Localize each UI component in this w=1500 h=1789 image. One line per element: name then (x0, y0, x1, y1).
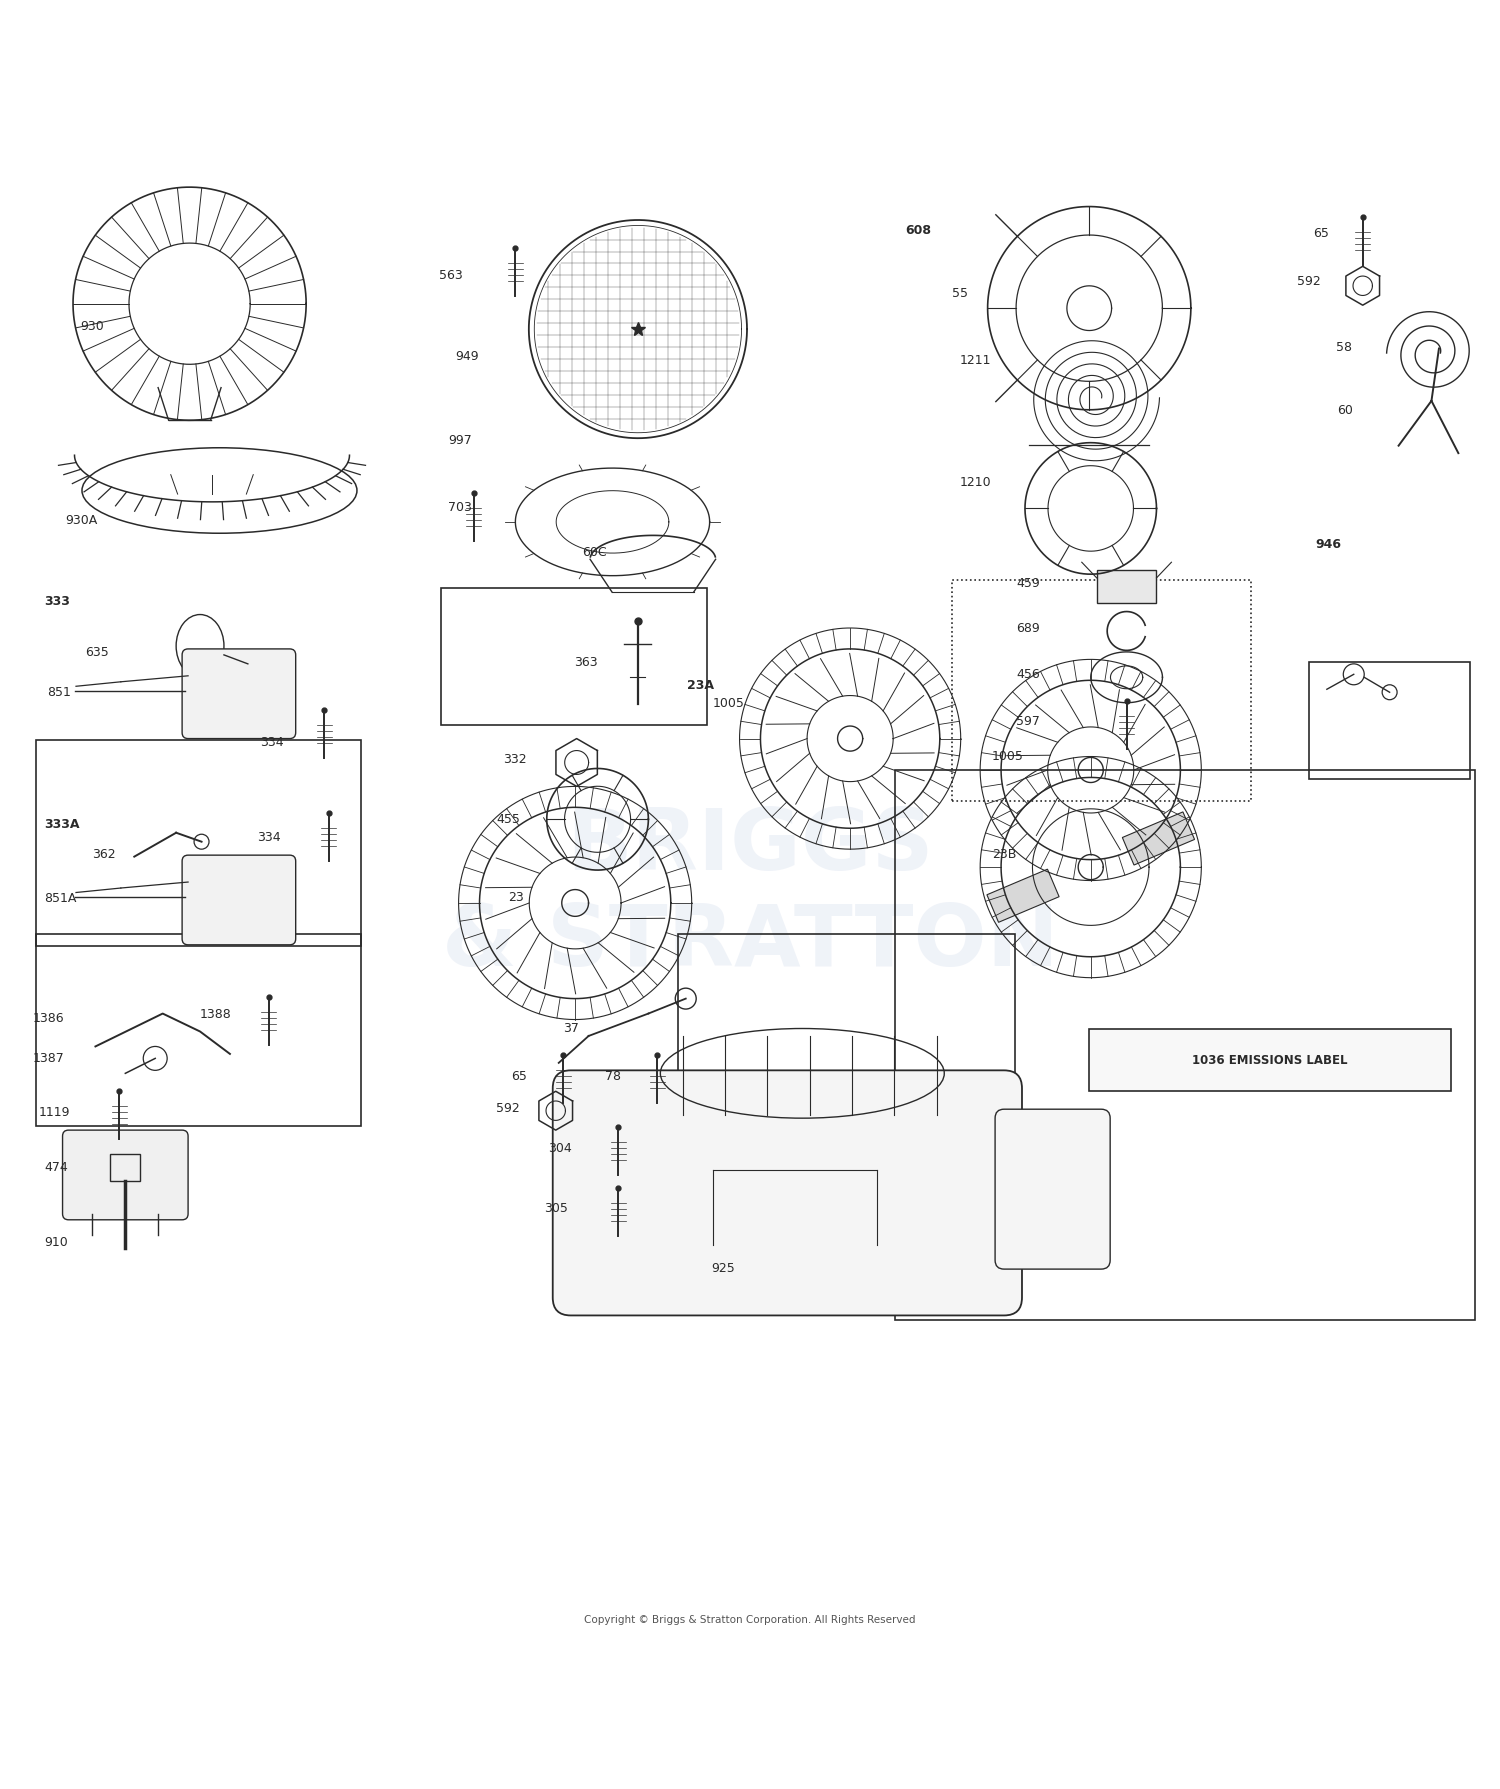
Polygon shape (987, 869, 1059, 923)
Text: 305: 305 (544, 1200, 567, 1215)
Text: 592: 592 (1298, 276, 1320, 288)
Text: 949: 949 (456, 351, 478, 363)
Text: 946: 946 (1316, 538, 1341, 551)
Text: 703: 703 (448, 501, 472, 513)
Text: 60C: 60C (582, 546, 608, 558)
Bar (678, 936, 1014, 1170)
Text: 851: 851 (48, 685, 72, 699)
Text: 689: 689 (1016, 621, 1040, 635)
Text: 925: 925 (711, 1261, 735, 1274)
Bar (36, 936, 362, 1125)
Bar (1310, 664, 1470, 780)
Text: 60: 60 (1338, 404, 1353, 417)
Text: 55: 55 (951, 286, 968, 301)
Text: Copyright © Briggs & Stratton Corporation. All Rights Reserved: Copyright © Briggs & Stratton Corporatio… (585, 1614, 915, 1624)
Text: 1005: 1005 (992, 750, 1024, 764)
Text: 997: 997 (448, 433, 472, 447)
Text: 23B: 23B (992, 848, 1017, 861)
Text: 592: 592 (496, 1100, 519, 1115)
Text: 1387: 1387 (33, 1052, 64, 1064)
Text: 1211: 1211 (958, 354, 990, 367)
Text: 1005: 1005 (712, 696, 744, 708)
Bar (36, 741, 362, 946)
Bar (1089, 1029, 1450, 1091)
Text: 58: 58 (1336, 342, 1352, 354)
FancyBboxPatch shape (552, 1072, 1022, 1315)
Text: 851A: 851A (45, 893, 76, 905)
Text: 597: 597 (1016, 714, 1040, 726)
FancyBboxPatch shape (994, 1109, 1110, 1270)
Text: 635: 635 (86, 646, 108, 658)
Text: 459: 459 (1016, 576, 1040, 590)
Text: 563: 563 (440, 268, 464, 283)
Text: 334: 334 (260, 735, 284, 748)
Text: 304: 304 (549, 1141, 572, 1154)
Text: 333A: 333A (45, 818, 80, 830)
Text: 23: 23 (509, 891, 524, 903)
Text: 37: 37 (562, 1022, 579, 1034)
Text: BRIGGS
& STRATTON: BRIGGS & STRATTON (441, 805, 1059, 984)
Text: 334: 334 (256, 830, 280, 844)
Text: 65: 65 (1314, 227, 1329, 240)
Text: 474: 474 (45, 1161, 69, 1174)
Bar (441, 589, 706, 726)
Text: 65: 65 (512, 1070, 526, 1082)
Text: 930: 930 (81, 320, 104, 333)
Bar (111, 1154, 141, 1181)
Bar (1096, 571, 1156, 603)
Polygon shape (1122, 812, 1194, 866)
Bar (896, 771, 1474, 1320)
Text: 332: 332 (504, 753, 526, 766)
FancyBboxPatch shape (63, 1131, 188, 1220)
Text: 1119: 1119 (39, 1106, 70, 1118)
FancyBboxPatch shape (182, 649, 296, 739)
Text: 362: 362 (93, 848, 116, 861)
Text: 23A: 23A (687, 678, 714, 691)
Bar (951, 581, 1251, 801)
Text: 1210: 1210 (958, 476, 992, 488)
Text: 456: 456 (1016, 667, 1040, 682)
FancyBboxPatch shape (182, 855, 296, 945)
Text: 910: 910 (45, 1236, 69, 1249)
Text: 333: 333 (45, 594, 70, 608)
Text: 608: 608 (906, 224, 932, 238)
Text: 363: 363 (573, 657, 597, 669)
Text: 1036 EMISSIONS LABEL: 1036 EMISSIONS LABEL (1192, 1054, 1348, 1066)
Text: 1386: 1386 (33, 1011, 64, 1025)
Text: 930A: 930A (66, 513, 98, 528)
Text: 78: 78 (604, 1070, 621, 1082)
Text: 1388: 1388 (200, 1007, 232, 1020)
Text: 455: 455 (496, 812, 520, 827)
